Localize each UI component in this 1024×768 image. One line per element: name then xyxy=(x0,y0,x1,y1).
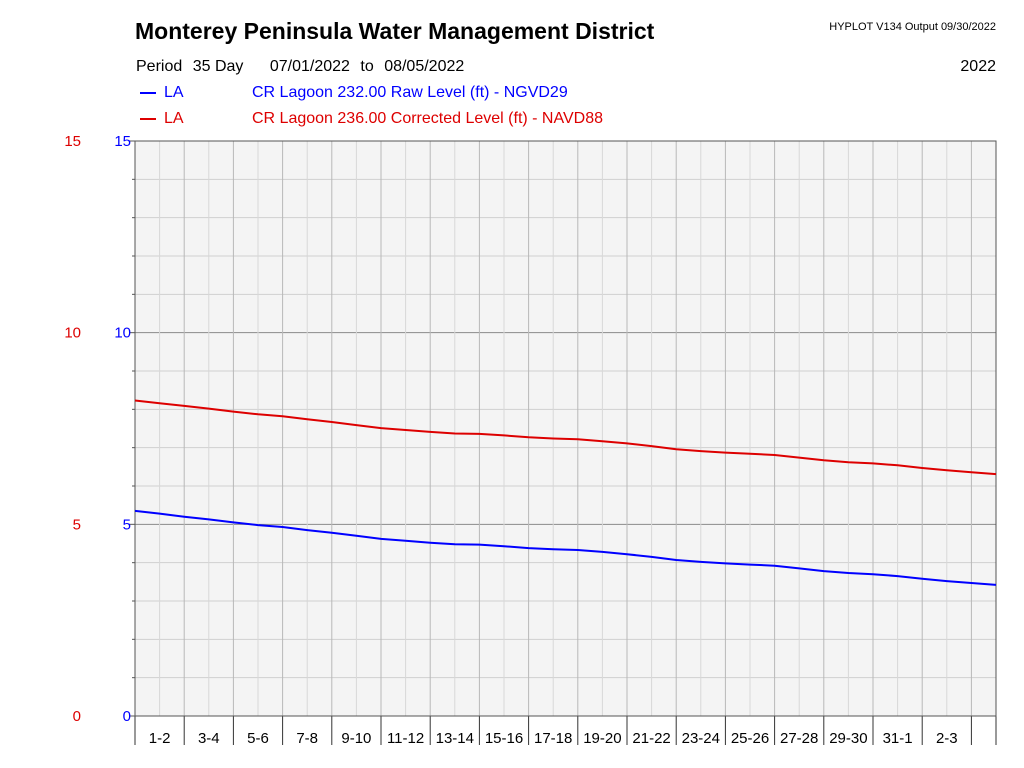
x-tick-label: 21-22 xyxy=(632,730,670,747)
legend-line-swatch xyxy=(140,118,156,120)
legend-code: LA xyxy=(164,84,184,101)
left-axis-tick-label: 0 xyxy=(73,708,81,725)
right-axis-tick-label: 0 xyxy=(123,708,131,725)
x-tick-label: 25-26 xyxy=(731,730,769,747)
x-tick-label: 3-4 xyxy=(198,730,220,747)
period-length: 35 Day xyxy=(192,58,244,75)
x-tick-label: 23-24 xyxy=(682,730,720,747)
legend-entry-corrected-level: LA CR Lagoon 236.00 Corrected Level (ft)… xyxy=(140,110,603,128)
x-tick-label: 17-18 xyxy=(534,730,572,747)
x-tick-label: 13-14 xyxy=(436,730,474,747)
plot-border xyxy=(134,140,997,717)
start-date: 07/01/2022 xyxy=(269,58,350,75)
right-axis-tick-label: 10 xyxy=(114,325,131,342)
x-tick-label: 27-28 xyxy=(780,730,818,747)
series-line-corrected-level xyxy=(134,399,997,476)
x-tick-label: 1-2 xyxy=(149,730,171,747)
x-tick-label: 19-20 xyxy=(583,730,621,747)
left-axis-tick-label: 5 xyxy=(73,516,81,533)
x-tick-label: 9-10 xyxy=(341,730,371,747)
left-axis-tick-label: 15 xyxy=(64,133,81,150)
x-tick-label: 7-8 xyxy=(296,730,318,747)
left-axis-tick-label: 10 xyxy=(64,325,81,342)
x-tick-label: 2-3 xyxy=(936,730,958,747)
x-tick-label: 5-6 xyxy=(247,730,269,747)
period-info: Period 35 Day 07/01/2022 to 08/05/2022 xyxy=(136,58,470,76)
legend-description: CR Lagoon 232.00 Raw Level (ft) - NGVD29 xyxy=(252,84,568,101)
plot-background xyxy=(135,141,996,716)
to-label: to xyxy=(360,58,374,75)
period-label: Period xyxy=(136,58,183,75)
x-tick-label: 29-30 xyxy=(829,730,867,747)
legend-code: LA xyxy=(164,110,184,127)
legend-line-swatch xyxy=(140,92,156,94)
series-line-raw-level xyxy=(134,509,997,586)
end-date: 08/05/2022 xyxy=(384,58,465,75)
legend-entry-raw-level: LA CR Lagoon 232.00 Raw Level (ft) - NGV… xyxy=(140,84,568,102)
right-axis-tick-label: 5 xyxy=(123,516,131,533)
x-tick-label: 11-12 xyxy=(387,730,424,747)
right-axis-tick-label: 15 xyxy=(114,133,131,150)
x-tick-label: 31-1 xyxy=(883,730,913,747)
year-label: 2022 xyxy=(960,58,996,75)
program-output-label: HYPLOT V134 Output 09/30/2022 xyxy=(829,21,996,33)
legend-description: CR Lagoon 236.00 Corrected Level (ft) - … xyxy=(252,110,603,127)
x-tick-label: 15-16 xyxy=(485,730,523,747)
chart-title: Monterey Peninsula Water Management Dist… xyxy=(135,18,655,44)
